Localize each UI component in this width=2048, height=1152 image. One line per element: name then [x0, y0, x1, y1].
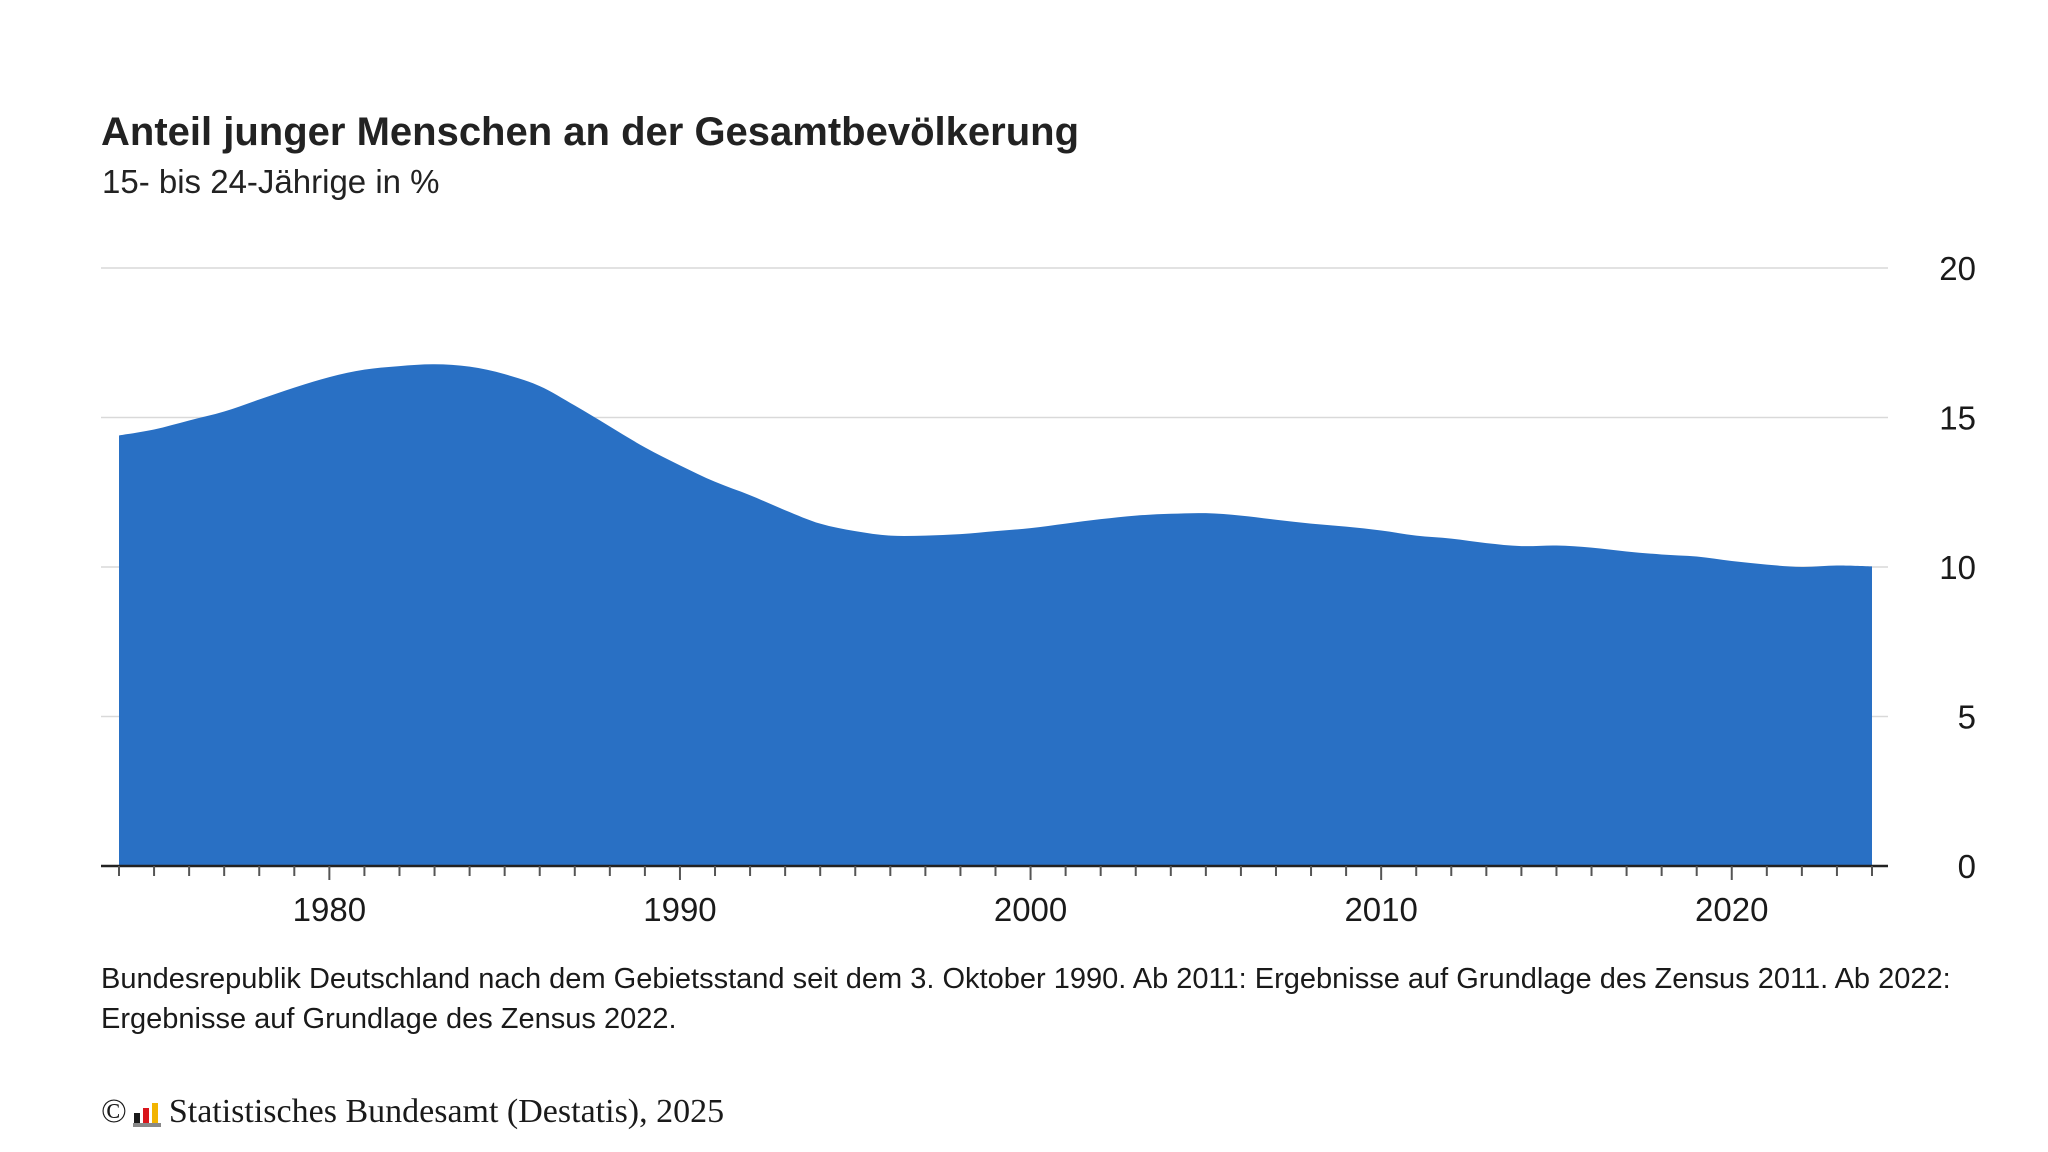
y-tick-label: 20 [1939, 250, 1976, 287]
data-area [119, 364, 1872, 866]
y-tick-label: 0 [1958, 848, 1976, 885]
copyright-symbol: © [101, 1093, 127, 1130]
x-tick-label: 1990 [643, 891, 716, 928]
chart-subtitle: 15- bis 24-Jährige in % [102, 163, 440, 200]
x-tick-label: 2010 [1344, 891, 1417, 928]
x-tick-label: 1980 [293, 891, 366, 928]
y-tick-label: 10 [1939, 549, 1976, 586]
x-tick-label: 2020 [1695, 891, 1768, 928]
footnote: Bundesrepublik Deutschland nach dem Gebi… [101, 963, 1951, 1035]
y-tick-label: 15 [1939, 400, 1976, 437]
x-tick-label: 2000 [994, 891, 1067, 928]
source-footer: © Statistisches Bundesamt (Destatis), 20… [101, 1093, 724, 1131]
x-axis: 1980 1990 2000 2010 2020 [101, 864, 1888, 928]
y-tick-label: 5 [1958, 699, 1976, 736]
source-text: Statistisches Bundesamt (Destatis), 2025 [168, 1093, 725, 1130]
chart-title: Anteil junger Menschen an der Gesamtbevö… [101, 110, 1080, 154]
y-axis-labels: 0 5 10 15 20 [1939, 250, 1976, 885]
destatis-logo-icon [132, 1103, 161, 1127]
area-chart: 1980 1990 2000 2010 2020 0 5 10 15 20 [101, 250, 1976, 928]
series-area [119, 364, 1872, 866]
